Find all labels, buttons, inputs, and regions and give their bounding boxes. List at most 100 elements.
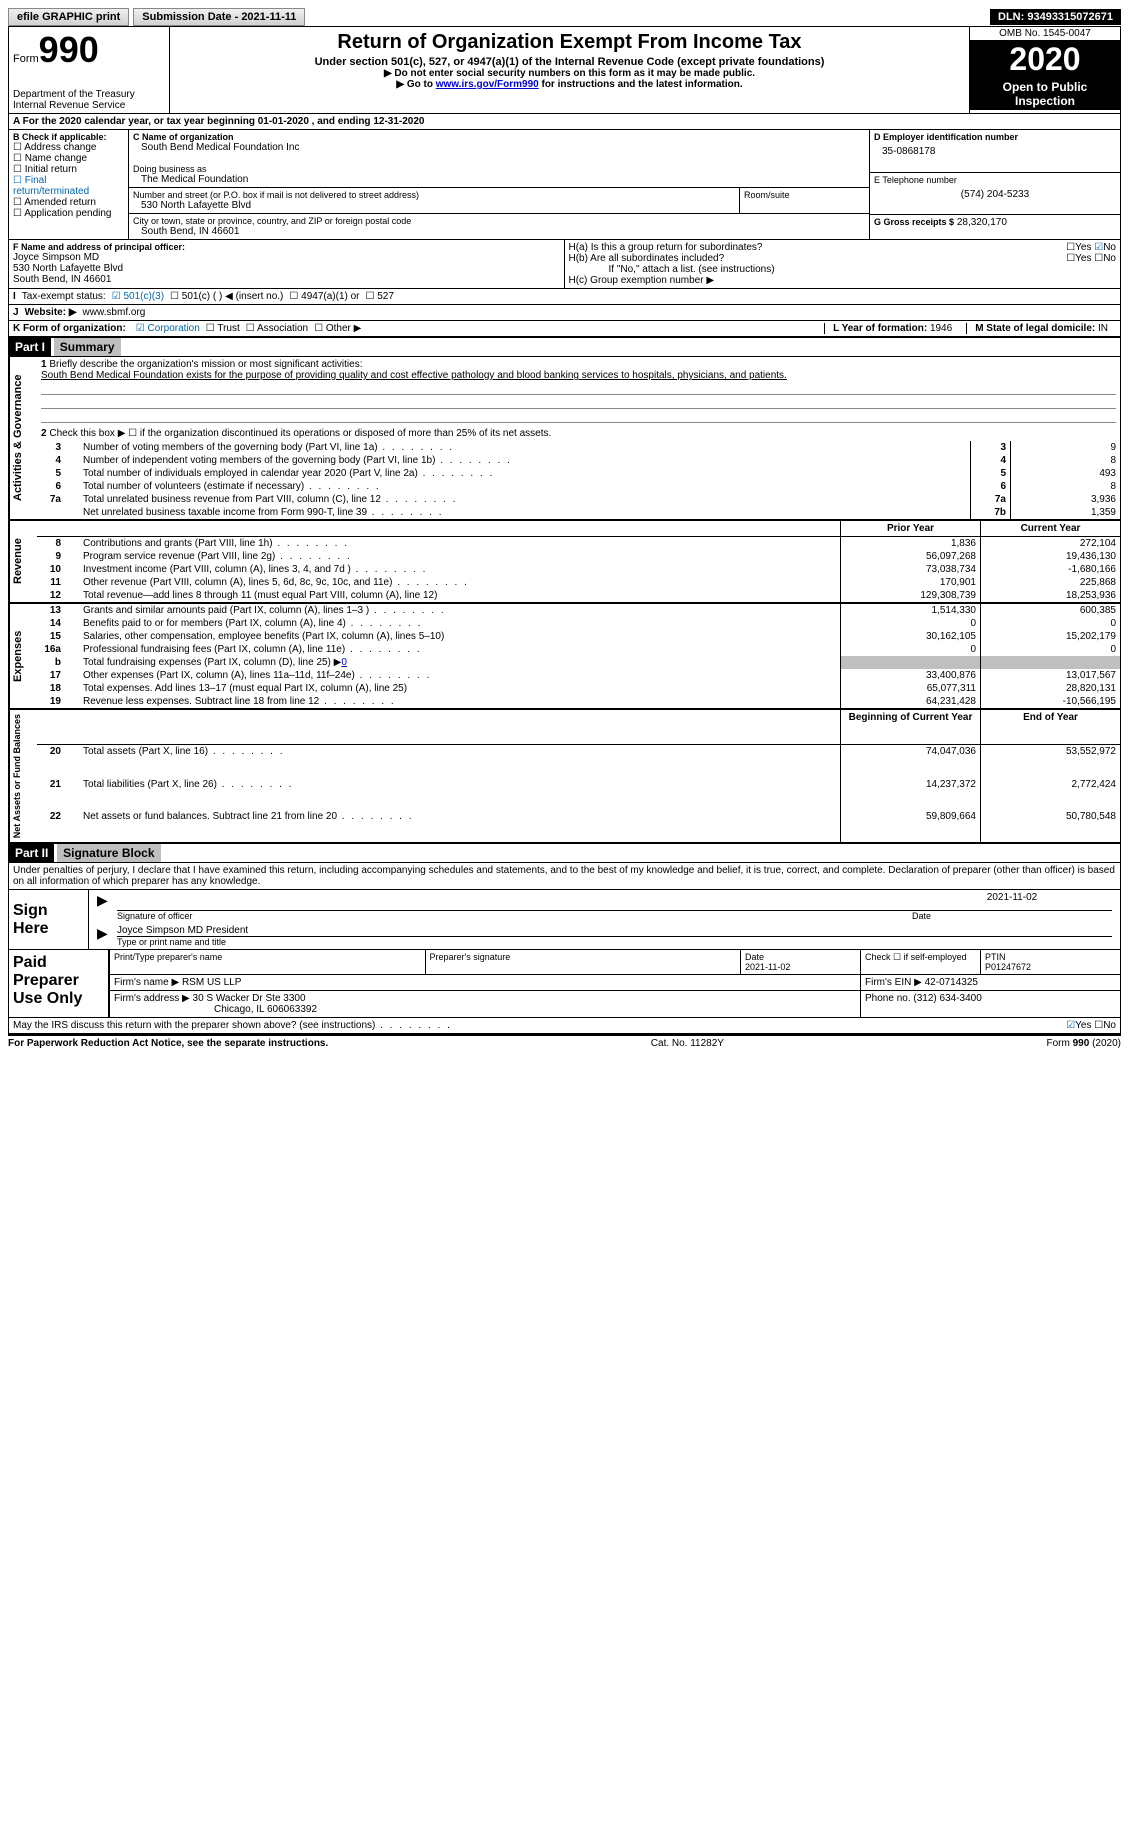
form-footer: Form 990 (2020)	[1047, 1038, 1121, 1049]
v6: 8	[1010, 480, 1120, 493]
firm-phone: (312) 634-3400	[913, 993, 981, 1004]
ptin-label: PTIN	[985, 952, 1006, 962]
chk-amended[interactable]: Amended return	[13, 197, 124, 208]
prep-name-label: Print/Type preparer's name	[114, 952, 222, 962]
l6: Total number of volunteers (estimate if …	[81, 480, 970, 493]
hb-label: H(b) Are all subordinates included?	[569, 253, 725, 264]
chk-pending[interactable]: Application pending	[13, 208, 124, 219]
officer-printed-name: Joyce Simpson MD President	[117, 925, 1112, 937]
website-value: www.sbmf.org	[83, 307, 146, 318]
prior-year-hdr: Prior Year	[840, 521, 980, 537]
eoy-hdr: End of Year	[980, 710, 1120, 745]
l5: Total number of individuals employed in …	[81, 467, 970, 480]
part1-title: Summary	[54, 338, 121, 356]
curr-year-hdr: Current Year	[980, 521, 1120, 537]
chk-name[interactable]: Name change	[13, 153, 124, 164]
phone-value: (574) 204-5233	[874, 185, 1116, 204]
form-990: 990	[39, 29, 99, 70]
chk-final[interactable]: Final return/terminated	[13, 175, 124, 197]
firm-addr2: Chicago, IL 606063392	[114, 1004, 317, 1015]
sign-here-label: Sign Here	[9, 890, 89, 949]
l2-text: Check this box ▶ ☐ if the organization d…	[49, 428, 551, 439]
firm-ein-label: Firm's EIN ▶	[865, 977, 922, 988]
ptin-value: P01247672	[985, 962, 1031, 972]
l11: Other revenue (Part VIII, column (A), li…	[81, 576, 840, 589]
signature-section: Under penalties of perjury, I declare th…	[9, 863, 1120, 1035]
l17: Other expenses (Part IX, column (A), lin…	[81, 669, 840, 682]
boy-hdr: Beginning of Current Year	[840, 710, 980, 745]
form-label: Form	[13, 53, 39, 65]
v7a: 3,936	[1010, 493, 1120, 506]
row-f-h: F Name and address of principal officer:…	[9, 240, 1120, 289]
chk-501c3[interactable]: 501(c)(3)	[112, 291, 164, 302]
governance-section: Activities & Governance 1 Briefly descri…	[9, 357, 1120, 521]
l19: Revenue less expenses. Subtract line 18 …	[81, 695, 840, 708]
vlabel-netassets: Net Assets or Fund Balances	[9, 710, 37, 842]
top-bar: efile GRAPHIC print Submission Date - 20…	[8, 8, 1121, 26]
form-subtitle: Under section 501(c), 527, or 4947(a)(1)…	[174, 56, 965, 68]
l3: Number of voting members of the governin…	[81, 441, 970, 454]
chk-assoc[interactable]: Association	[246, 323, 308, 334]
hb-note: If "No," attach a list. (see instruction…	[569, 264, 1117, 275]
ha-yesno: ☐Yes ☑No	[1066, 242, 1116, 253]
dept-treasury: Department of the Treasury	[13, 89, 165, 100]
arrow-icon	[97, 892, 117, 921]
chk-initial[interactable]: Initial return	[13, 164, 124, 175]
dba-name: The Medical Foundation	[133, 174, 865, 185]
c20: 53,552,972	[980, 745, 1120, 777]
row-j-website: J Website: ▶ www.sbmf.org	[9, 305, 1120, 321]
p9: 56,097,268	[840, 550, 980, 563]
g-gross-label: G Gross receipts $	[874, 217, 954, 227]
type-name-label: Type or print name and title	[117, 937, 1112, 947]
part1-badge: Part I	[9, 338, 51, 356]
instr-pre: ▶ Go to	[396, 79, 435, 90]
l16b-link[interactable]: 0	[341, 657, 347, 668]
tax-year: 2020	[970, 41, 1120, 78]
cat-number: Cat. No. 11282Y	[651, 1038, 724, 1049]
chk-address[interactable]: Address change	[13, 142, 124, 153]
vlabel-revenue: Revenue	[9, 521, 37, 602]
addr-label: Number and street (or P.O. box if mail i…	[133, 190, 735, 200]
arrow-icon-2	[97, 925, 117, 947]
p14: 0	[840, 617, 980, 630]
revenue-section: Revenue Prior Year Current Year 8Contrib…	[9, 521, 1120, 604]
prep-self-employed[interactable]: Check ☐ if self-employed	[860, 950, 980, 975]
pra-notice: For Paperwork Reduction Act Notice, see …	[8, 1038, 328, 1049]
submission-date: Submission Date - 2021-11-11	[133, 8, 305, 26]
instr-ssn: ▶ Do not enter social security numbers o…	[174, 68, 965, 79]
firm-ein: 42-0714325	[925, 977, 978, 988]
b-label: B Check if applicable:	[13, 132, 124, 142]
gross-receipts: 28,320,170	[957, 217, 1007, 228]
instr-post: for instructions and the latest informat…	[539, 79, 743, 90]
firm-addr1: 30 S Wacker Dr Ste 3300	[193, 993, 306, 1004]
chk-4947[interactable]: 4947(a)(1) or	[289, 291, 359, 302]
chk-527[interactable]: 527	[366, 291, 394, 302]
c15: 15,202,179	[980, 630, 1120, 643]
state-domicile: IN	[1098, 323, 1108, 334]
form-title: Return of Organization Exempt From Incom…	[174, 31, 965, 54]
chk-501c[interactable]: 501(c) ( ) ◀ (insert no.)	[170, 291, 283, 302]
c14: 0	[980, 617, 1120, 630]
irs-link[interactable]: www.irs.gov/Form990	[436, 79, 539, 90]
firm-phone-label: Phone no.	[865, 993, 911, 1004]
mission-text: South Bend Medical Foundation exists for…	[41, 370, 787, 381]
c17: 13,017,567	[980, 669, 1120, 682]
l10: Investment income (Part VIII, column (A)…	[81, 563, 840, 576]
officer-addr2: South Bend, IN 46601	[13, 274, 560, 285]
room-label: Room/suite	[744, 190, 865, 200]
c21: 2,772,424	[980, 778, 1120, 810]
c8: 272,104	[980, 537, 1120, 550]
l7a: Total unrelated business revenue from Pa…	[81, 493, 970, 506]
chk-corp[interactable]: Corporation	[136, 323, 200, 334]
v5: 493	[1010, 467, 1120, 480]
p18: 65,077,311	[840, 682, 980, 695]
p13: 1,514,330	[840, 604, 980, 617]
efile-button[interactable]: efile GRAPHIC print	[8, 8, 129, 26]
row-k-l-m: K Form of organization: Corporation Trus…	[9, 321, 1120, 338]
instr-link: ▶ Go to www.irs.gov/Form990 for instruct…	[174, 79, 965, 90]
l15: Salaries, other compensation, employee b…	[81, 630, 840, 643]
l16b: Total fundraising expenses (Part IX, col…	[81, 656, 840, 669]
chk-other[interactable]: Other ▶	[314, 323, 361, 334]
p12: 129,308,739	[840, 589, 980, 602]
chk-trust[interactable]: Trust	[206, 323, 240, 334]
